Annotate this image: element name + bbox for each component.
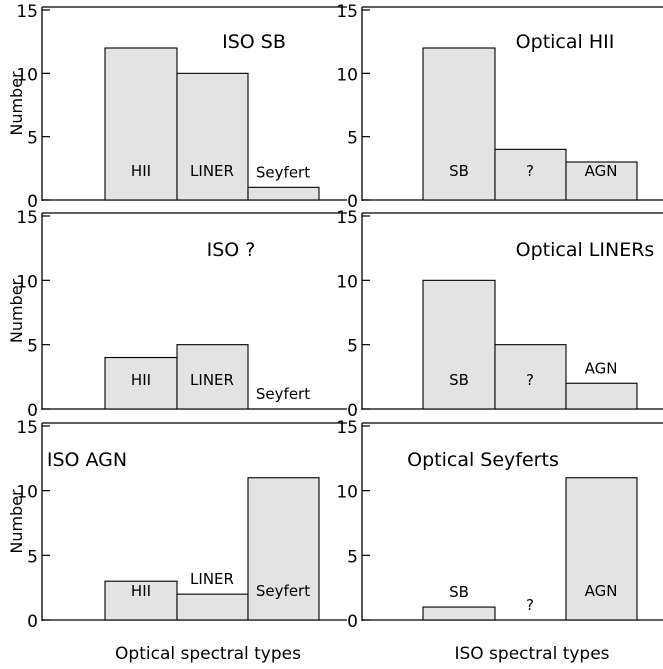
histogram-bar <box>494 344 567 410</box>
histogram-bar <box>422 47 496 201</box>
category-label: Seyfert <box>256 385 310 403</box>
histogram-bar <box>565 161 638 201</box>
category-label: SB <box>449 371 469 389</box>
y-tick-label: 0 <box>347 192 358 212</box>
category-label: LINER <box>190 570 234 588</box>
histogram-bar <box>176 593 249 621</box>
y-tick-label: 10 <box>16 65 38 85</box>
category-label: ? <box>526 162 534 180</box>
panel-title: Optical HII <box>516 31 615 53</box>
panel-title: Optical Seyferts <box>407 449 559 471</box>
y-tick-label: 5 <box>27 129 38 149</box>
panel-title: ISO ? <box>207 239 256 261</box>
y-tick-label: 10 <box>336 483 358 503</box>
y-tick-label: 5 <box>347 129 358 149</box>
histogram-bar <box>104 580 178 621</box>
y-tick-label: 10 <box>336 272 358 292</box>
x-axis-label-right: ISO spectral types <box>454 644 609 664</box>
histogram-bar <box>247 477 320 621</box>
y-tick-label: 0 <box>27 401 38 421</box>
category-label: Seyfert <box>256 582 310 600</box>
panel-title: Optical LINERs <box>516 239 655 261</box>
histogram-bar <box>565 382 638 410</box>
category-label: AGN <box>585 359 618 377</box>
panel-title: ISO AGN <box>47 449 127 471</box>
histogram-bar <box>104 356 178 410</box>
histogram-bar <box>494 148 567 201</box>
y-tick-label: 0 <box>27 612 38 632</box>
y-tick-label: 15 <box>16 208 38 228</box>
y-tick-label: 5 <box>27 337 38 357</box>
category-label: AGN <box>585 582 618 600</box>
y-tick-label: 10 <box>336 65 358 85</box>
category-label: ? <box>526 371 534 389</box>
category-label: AGN <box>585 162 618 180</box>
category-label: ? <box>526 596 534 614</box>
y-tick-label: 0 <box>347 401 358 421</box>
y-tick-label: 15 <box>16 418 38 438</box>
histogram-bar <box>422 606 496 621</box>
category-label: SB <box>449 583 469 601</box>
category-label: Seyfert <box>256 163 310 181</box>
category-label: SB <box>449 162 469 180</box>
y-tick-label: 5 <box>27 547 38 567</box>
y-tick-label: 10 <box>16 272 38 292</box>
y-axis-label: Number <box>7 489 26 554</box>
x-axis-label-left: Optical spectral types <box>115 644 301 664</box>
y-tick-label: 5 <box>347 547 358 567</box>
histogram-bar <box>176 344 249 410</box>
histogram-bar <box>565 477 638 621</box>
y-axis-label: Number <box>7 71 26 136</box>
y-tick-label: 0 <box>27 192 38 212</box>
histogram-bar <box>247 186 320 201</box>
panel-title: ISO SB <box>222 31 286 53</box>
category-label: HII <box>131 582 151 600</box>
histogram-bar <box>422 279 496 410</box>
category-label: HII <box>131 162 151 180</box>
y-tick-label: 15 <box>16 2 38 22</box>
y-tick-label: 10 <box>16 483 38 503</box>
histogram-bar <box>176 72 249 201</box>
y-axis-label: Number <box>7 278 26 343</box>
y-tick-label: 0 <box>347 612 358 632</box>
category-label: HII <box>131 371 151 389</box>
category-label: LINER <box>190 371 234 389</box>
y-tick-label: 15 <box>336 2 358 22</box>
y-tick-label: 5 <box>347 337 358 357</box>
y-tick-label: 15 <box>336 418 358 438</box>
y-tick-label: 15 <box>336 208 358 228</box>
category-label: LINER <box>190 162 234 180</box>
